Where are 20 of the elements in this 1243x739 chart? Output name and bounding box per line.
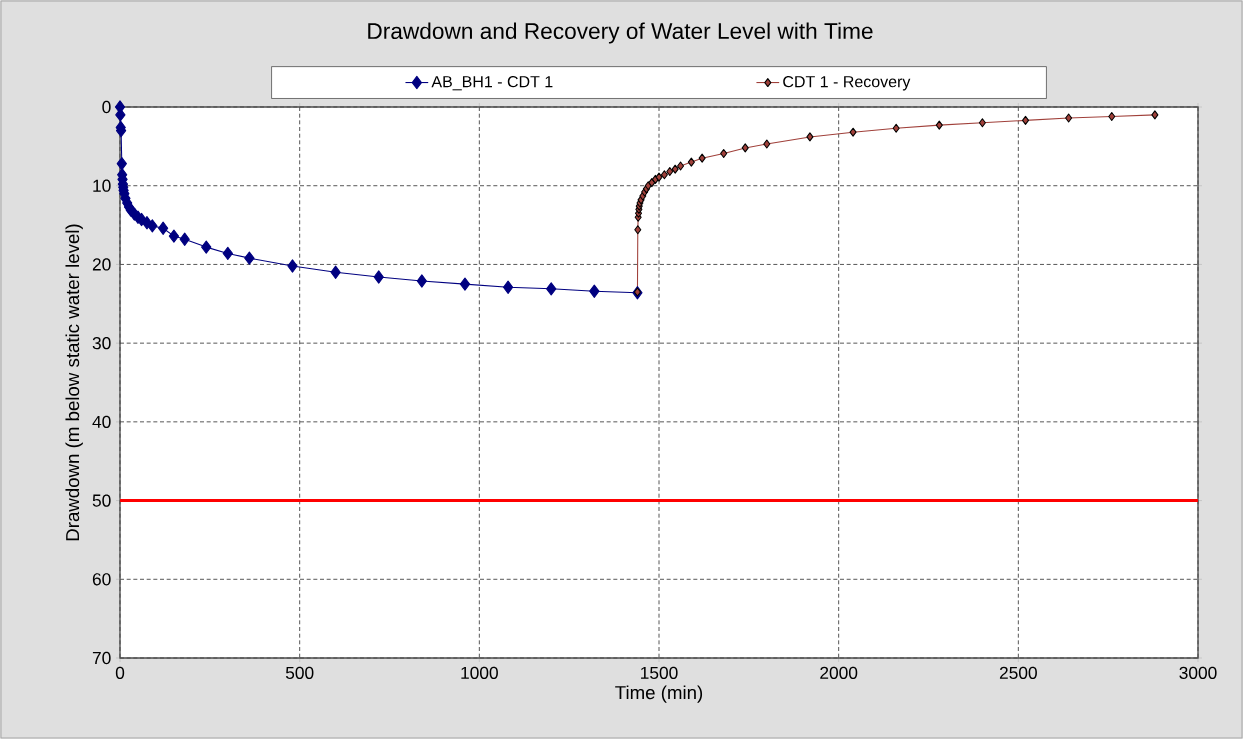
y-tick-label: 20 [92, 258, 111, 271]
chart-title: Drawdown and Recovery of Water Level with Time [368, 22, 873, 44]
x-tick-label: 500 [285, 666, 314, 679]
y-tick-label: 50 [92, 494, 111, 507]
x-tick-label: 2000 [820, 666, 858, 679]
x-axis-title: Time (min) [615, 685, 703, 703]
y-tick-label: 10 [93, 179, 111, 192]
y-tick-label: 70 [92, 651, 111, 665]
y-tick-label: 40 [92, 415, 111, 428]
x-tick-label: 3000 [1179, 666, 1217, 679]
y-tick-label: 30 [92, 337, 111, 350]
x-tick-label: 1500 [641, 666, 678, 679]
x-tick-label: 0 [115, 666, 125, 679]
x-tick-label: 1000 [461, 666, 498, 679]
y-axis-title: Drawdown (m below static water level) [65, 224, 83, 541]
x-tick-label: 2500 [999, 666, 1037, 679]
legend-label: AB_BH1 - CDT 1 [431, 75, 553, 91]
legend-label: CDT 1 - Recovery [783, 75, 911, 91]
y-tick-label: 0 [102, 100, 111, 114]
y-tick-label: 60 [92, 573, 111, 586]
